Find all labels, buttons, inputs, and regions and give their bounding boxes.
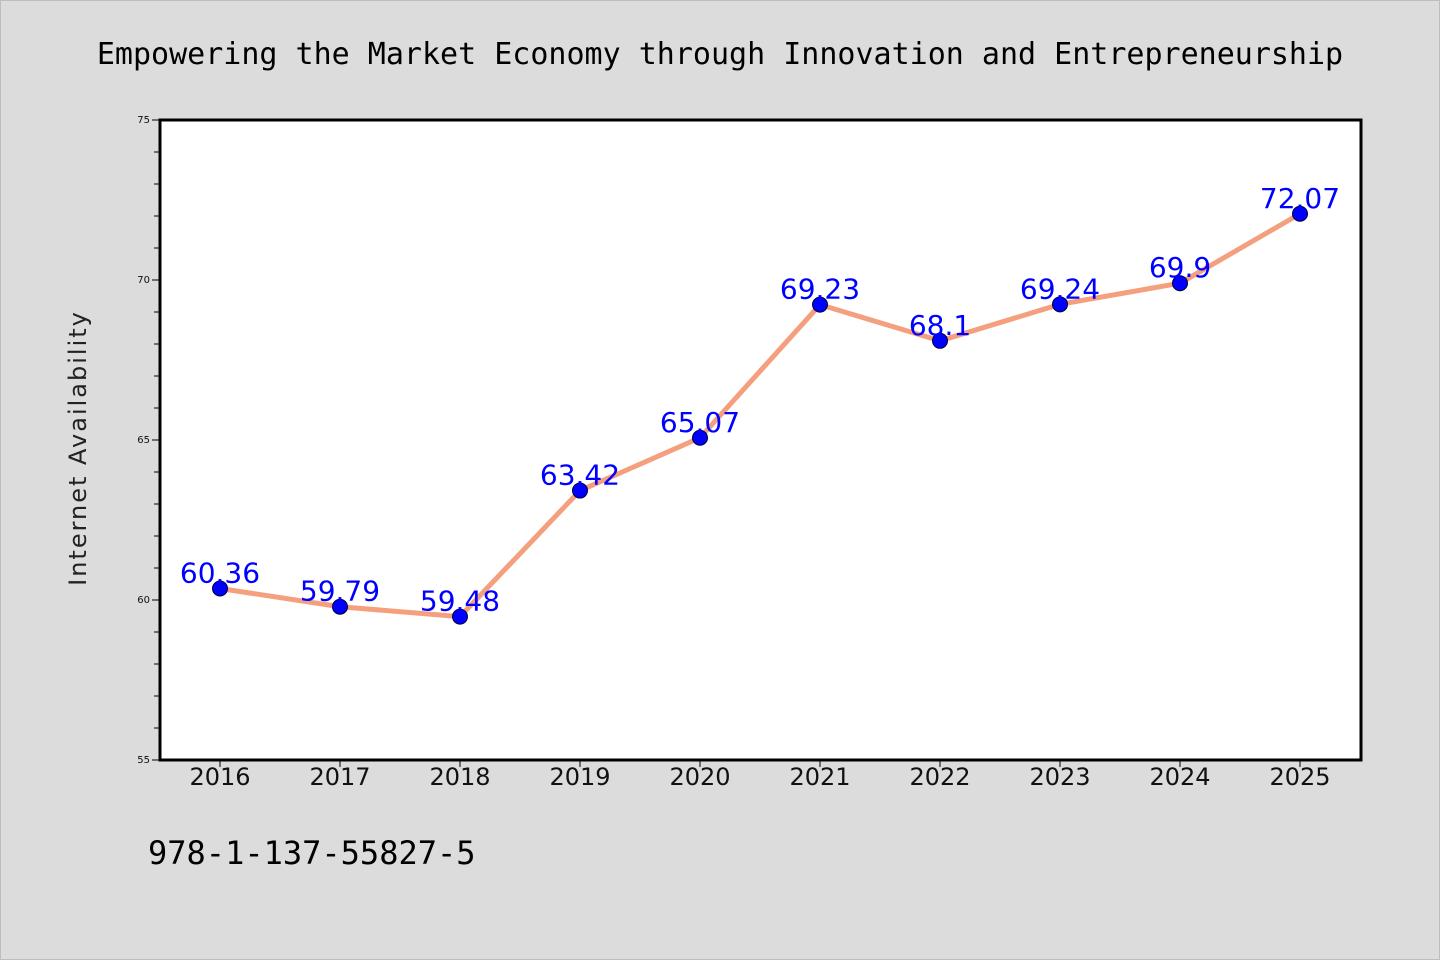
data-label: 69.24 xyxy=(1020,272,1100,305)
y-axis-label: Internet Availability xyxy=(64,310,92,586)
data-point xyxy=(1292,205,1308,222)
y-tick-label: 65 xyxy=(137,435,150,446)
y-tick-label: 60 xyxy=(137,595,150,606)
data-label: 69.9 xyxy=(1149,251,1211,284)
y-axis: 55 60 65 70 75 xyxy=(137,115,160,766)
x-tick-label: 2019 xyxy=(549,763,610,791)
data-label: 68.1 xyxy=(909,309,971,342)
x-tick-label: 2024 xyxy=(1149,763,1210,791)
data-point xyxy=(932,332,948,349)
x-axis: 2016 2017 2018 2019 2020 2021 2022 2023 2024 2025 xyxy=(189,760,1331,791)
data-label: 72.07 xyxy=(1260,182,1340,215)
x-tick-label: 2023 xyxy=(1029,763,1090,791)
x-tick-label: 2017 xyxy=(309,763,370,791)
x-tick-label: 2018 xyxy=(429,763,490,791)
x-tick-label: 2021 xyxy=(789,763,850,791)
data-markers xyxy=(212,205,1308,625)
plot-border xyxy=(158,118,1363,762)
x-tick-label: 2020 xyxy=(669,763,730,791)
data-label: 69.23 xyxy=(780,273,860,306)
data-label: 63.42 xyxy=(540,459,620,492)
data-point xyxy=(1052,296,1068,313)
data-label: 65.07 xyxy=(660,406,740,439)
data-labels: 60.36 59.79 59.48 63.42 65.07 69.23 68.1 69.24 6… xyxy=(180,182,1340,618)
data-point xyxy=(812,296,828,313)
y-tick-label: 70 xyxy=(137,275,150,286)
data-point xyxy=(212,580,228,597)
isbn-text: 978-1-137-55827-5 xyxy=(148,834,476,872)
data-point xyxy=(332,598,348,615)
y-tick-label: 55 xyxy=(137,755,150,766)
data-label: 59.79 xyxy=(300,575,380,608)
data-point xyxy=(692,429,708,446)
plot-area xyxy=(160,120,1361,760)
data-point xyxy=(452,608,468,625)
x-tick-label: 2025 xyxy=(1269,763,1330,791)
chart-title: Empowering the Market Economy through In… xyxy=(97,37,1343,72)
y-tick-label: 75 xyxy=(137,115,150,126)
series-line xyxy=(217,211,1303,620)
x-tick-label: 2022 xyxy=(909,763,970,791)
data-label: 59.48 xyxy=(420,585,500,618)
data-label: 60.36 xyxy=(180,556,260,589)
data-point xyxy=(572,482,588,499)
x-tick-label: 2016 xyxy=(189,763,250,791)
data-point xyxy=(1172,275,1188,292)
